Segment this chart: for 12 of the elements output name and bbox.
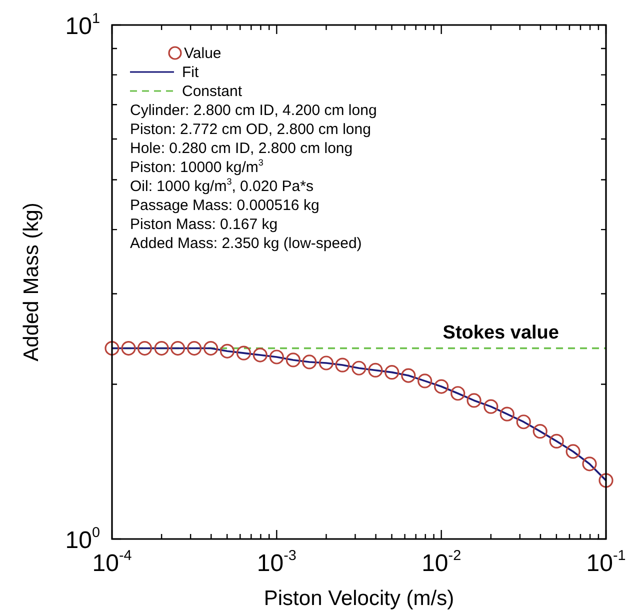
legend-label: Fit	[182, 64, 200, 81]
y-axis-title: Added Mass (kg)	[20, 202, 43, 362]
annotation: Added Mass: 2.350 kg (low-speed)	[130, 235, 362, 252]
annotation: Hole: 0.280 cm ID, 2.800 cm long	[130, 140, 353, 157]
legend-label: Constant	[182, 83, 243, 100]
annotation: Passage Mass: 0.000516 kg	[130, 197, 320, 214]
annotation: Cylinder: 2.800 cm ID, 4.200 cm long	[130, 102, 377, 119]
annotation: Piston: 2.772 cm OD, 2.800 cm long	[130, 121, 371, 138]
annotation: Stokes value	[442, 322, 559, 344]
annotation: Piston Mass: 0.167 kg	[130, 216, 278, 233]
legend-label: Value	[184, 45, 222, 62]
x-axis-title: Piston Velocity (m/s)	[264, 587, 454, 610]
